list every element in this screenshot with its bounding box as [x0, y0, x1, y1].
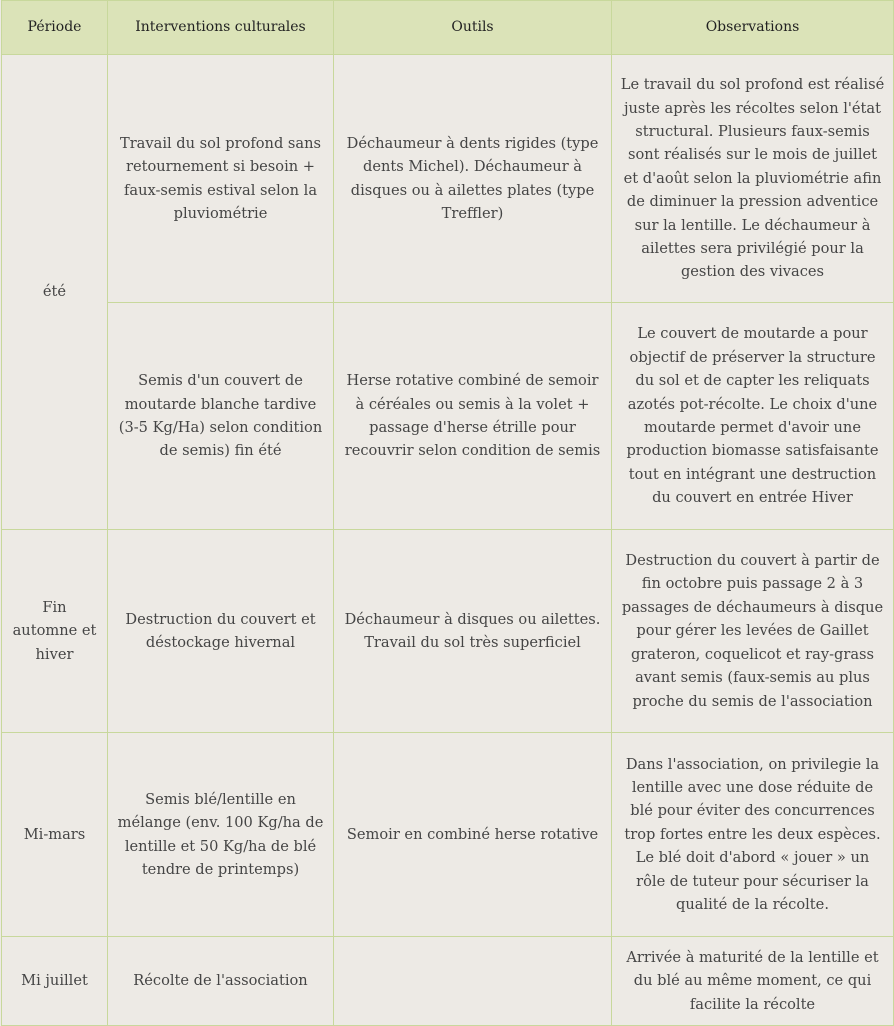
header-observations: Observations: [611, 0, 894, 55]
header-interventions: Interventions culturales: [107, 0, 334, 55]
header-periode: Période: [1, 0, 108, 55]
table-row: Semis d'un couvert de moutarde blanche t…: [2, 302, 894, 530]
cell-outils: Herse rotative combiné de semoir à céréa…: [333, 302, 612, 530]
cell-periode: été: [1, 54, 108, 530]
cell-interventions: Travail du sol profond sans retournement…: [107, 54, 334, 303]
cell-interventions: Récolte de l'association: [107, 936, 334, 1026]
header-outils: Outils: [333, 0, 612, 55]
cell-periode: Mi juillet: [1, 936, 108, 1026]
cell-observations: Le travail du sol profond est réalisé ju…: [611, 54, 894, 303]
cell-interventions: Destruction du couvert et déstockage hiv…: [107, 529, 334, 733]
cell-outils: Semoir en combiné herse rotative: [333, 732, 612, 937]
cell-interventions: Semis d'un couvert de moutarde blanche t…: [107, 302, 334, 530]
header-row: Période Interventions culturales Outils …: [1, 0, 894, 55]
cell-observations: Arrivée à maturité de la lentille et du …: [611, 936, 894, 1026]
cell-periode: Fin automne et hiver: [1, 529, 108, 733]
table-row: Mi juillet Récolte de l'association Arri…: [1, 936, 894, 1026]
cell-observations: Le couvert de moutarde a pour objectif d…: [611, 302, 894, 530]
table-row: Fin automne et hiver Destruction du couv…: [1, 529, 894, 733]
cell-outils: [333, 936, 612, 1026]
cell-outils: Déchaumeur à disques ou ailettes. Travai…: [333, 529, 612, 733]
cell-periode: Mi-mars: [1, 732, 108, 937]
table-row: Mi-mars Semis blé/lentille en mélange (e…: [1, 732, 894, 937]
cell-interventions: Semis blé/lentille en mélange (env. 100 …: [107, 732, 334, 937]
cell-outils: Déchaumeur à dents rigides (type dents M…: [333, 54, 612, 303]
cell-observations: Dans l'association, on privilegie la len…: [611, 732, 894, 937]
cell-observations: Destruction du couvert à partir de fin o…: [611, 529, 894, 733]
table-row: été Travail du sol profond sans retourne…: [1, 54, 894, 530]
